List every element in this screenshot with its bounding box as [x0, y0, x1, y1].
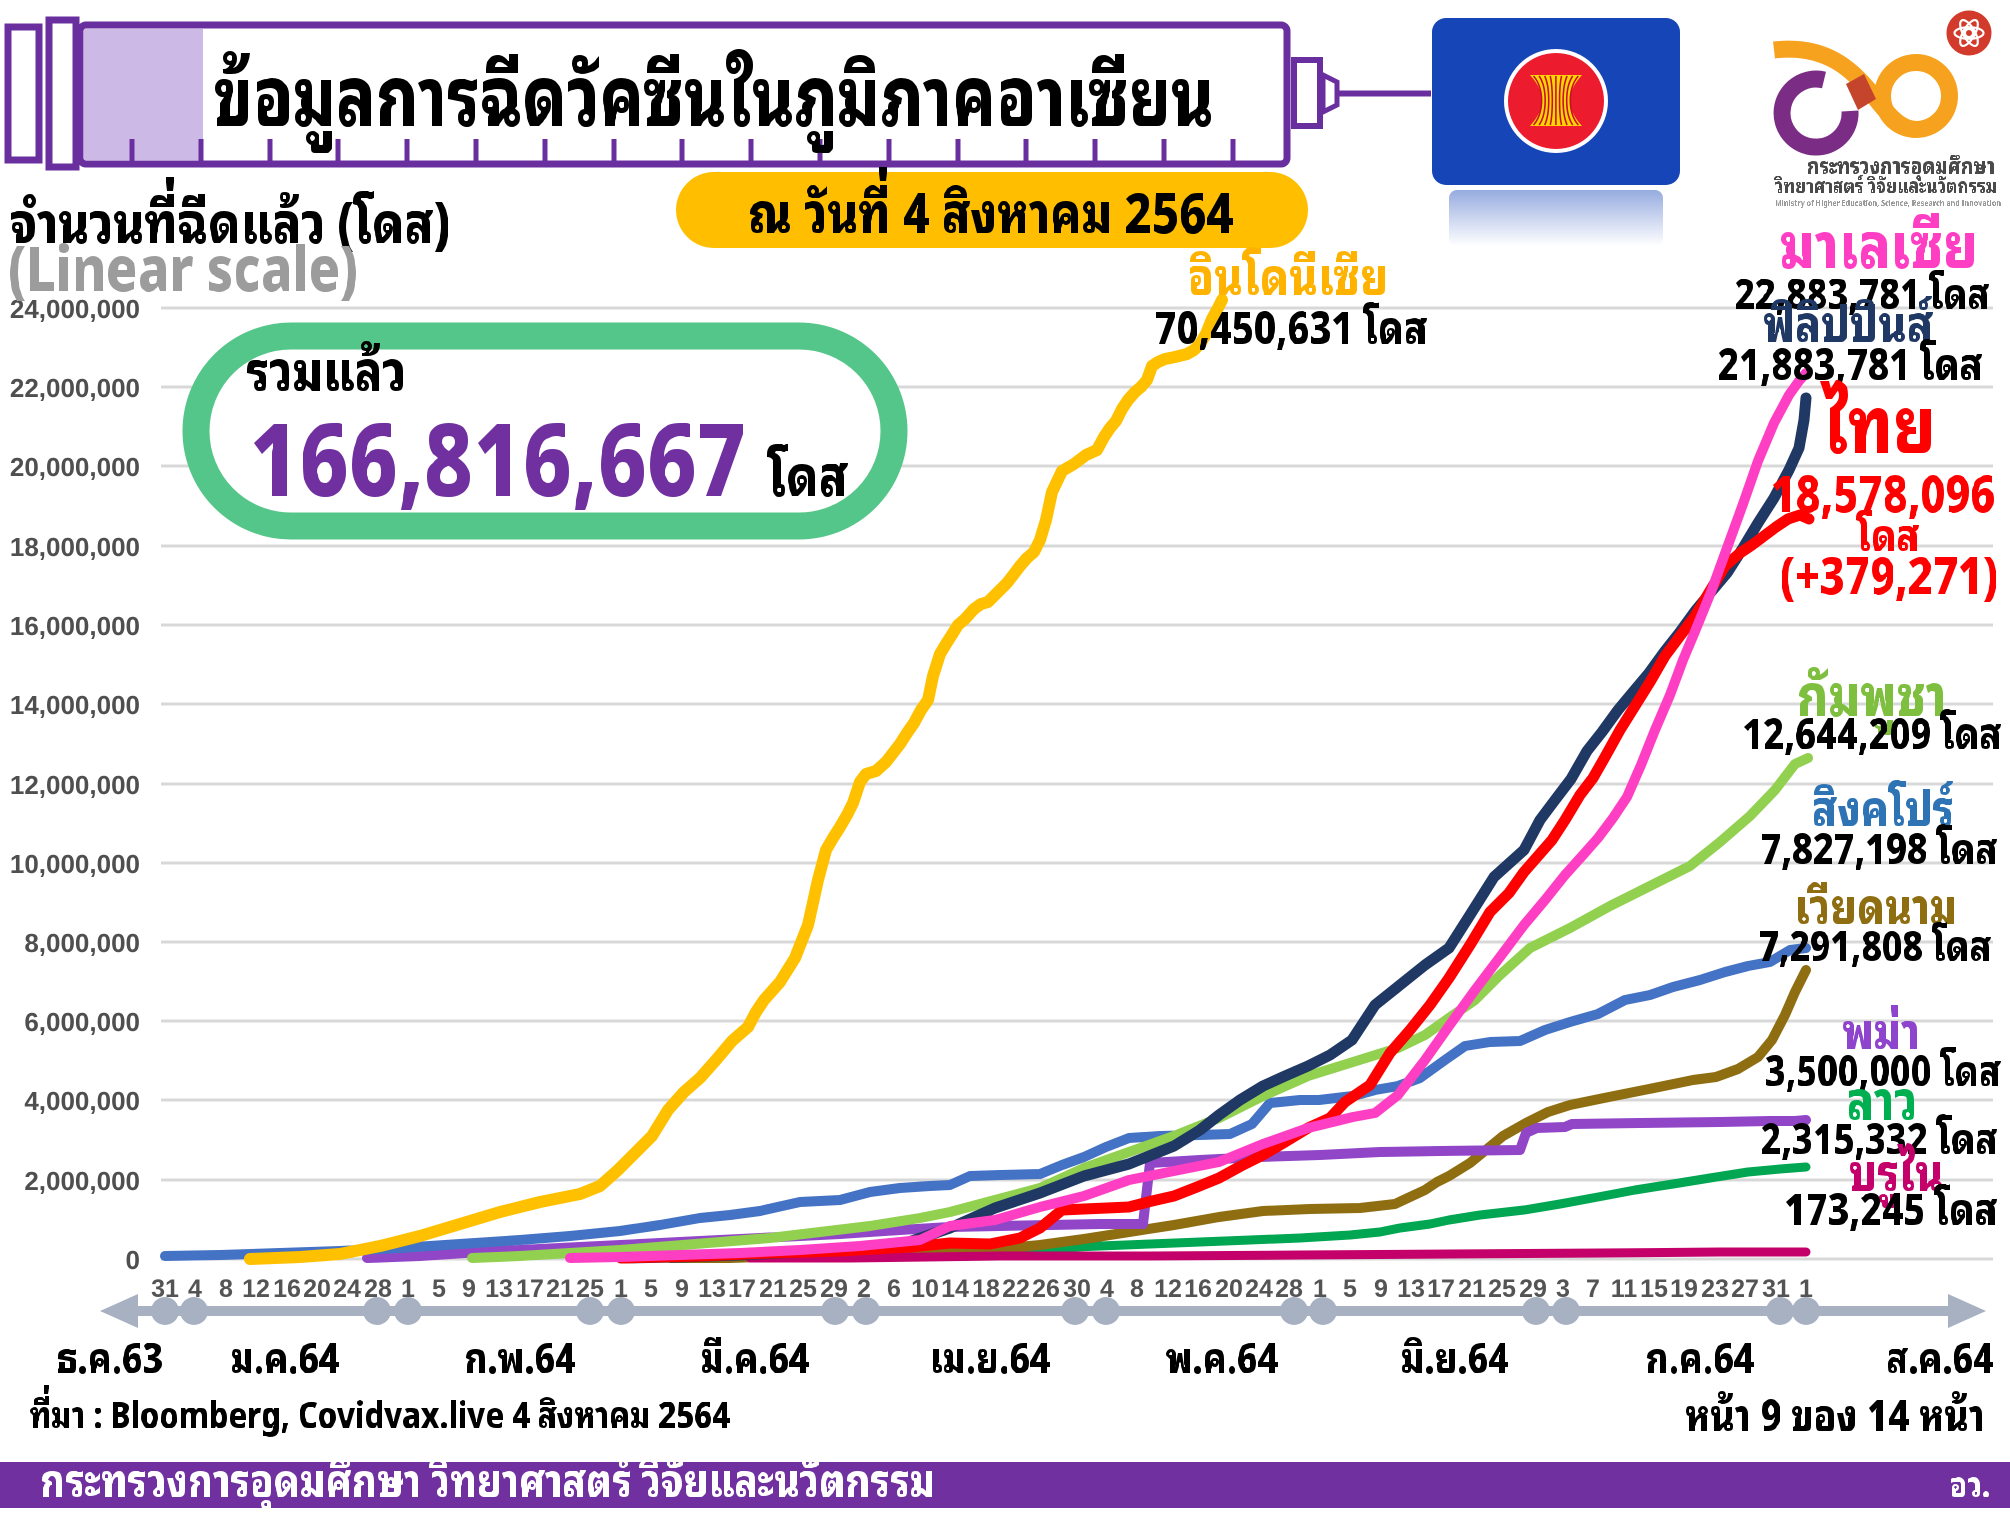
- svg-text:13: 13: [1397, 1275, 1425, 1303]
- svg-text:9: 9: [462, 1275, 476, 1303]
- svg-text:10,000,000: 10,000,000: [10, 849, 140, 879]
- svg-text:27: 27: [1731, 1275, 1759, 1303]
- svg-text:8: 8: [219, 1275, 233, 1303]
- svg-text:8,000,000: 8,000,000: [24, 928, 140, 958]
- svg-text:12: 12: [242, 1275, 270, 1303]
- svg-text:21: 21: [1458, 1275, 1486, 1303]
- svg-text:24: 24: [333, 1275, 361, 1303]
- svg-text:20,000,000: 20,000,000: [10, 452, 140, 482]
- svg-text:22: 22: [1002, 1275, 1030, 1303]
- svg-text:13: 13: [485, 1275, 513, 1303]
- svg-text:20: 20: [303, 1275, 331, 1303]
- svg-text:1: 1: [1799, 1275, 1813, 1303]
- svg-text:1: 1: [1313, 1275, 1327, 1303]
- svg-text:1: 1: [614, 1275, 628, 1303]
- svg-text:22,000,000: 22,000,000: [10, 373, 140, 403]
- svg-text:19: 19: [1670, 1275, 1698, 1303]
- svg-text:5: 5: [1343, 1275, 1357, 1303]
- svg-text:9: 9: [675, 1275, 689, 1303]
- svg-text:12: 12: [1154, 1275, 1182, 1303]
- svg-text:6: 6: [887, 1275, 901, 1303]
- svg-text:3: 3: [1556, 1275, 1570, 1303]
- svg-text:16: 16: [273, 1275, 301, 1303]
- svg-text:11: 11: [1611, 1275, 1638, 1303]
- svg-text:23: 23: [1701, 1275, 1729, 1303]
- svg-text:25: 25: [1488, 1275, 1516, 1303]
- svg-text:16,000,000: 16,000,000: [10, 611, 140, 641]
- svg-text:20: 20: [1215, 1275, 1243, 1303]
- svg-text:24: 24: [1245, 1275, 1273, 1303]
- svg-text:26: 26: [1032, 1275, 1060, 1303]
- svg-text:17: 17: [728, 1275, 756, 1303]
- svg-text:18: 18: [972, 1275, 1000, 1303]
- svg-text:13: 13: [698, 1275, 726, 1303]
- svg-text:8: 8: [1130, 1275, 1144, 1303]
- svg-text:5: 5: [644, 1275, 658, 1303]
- svg-text:18,000,000: 18,000,000: [10, 532, 140, 562]
- svg-text:12,000,000: 12,000,000: [10, 770, 140, 800]
- svg-text:15: 15: [1640, 1275, 1668, 1303]
- svg-text:1: 1: [401, 1275, 415, 1303]
- svg-text:2: 2: [857, 1275, 871, 1303]
- svg-text:2,000,000: 2,000,000: [24, 1166, 140, 1196]
- svg-text:24,000,000: 24,000,000: [10, 294, 140, 324]
- svg-text:14,000,000: 14,000,000: [10, 690, 140, 720]
- svg-text:4: 4: [188, 1275, 202, 1303]
- svg-text:5: 5: [432, 1275, 446, 1303]
- svg-text:14: 14: [941, 1275, 969, 1303]
- svg-text:21: 21: [546, 1275, 574, 1303]
- svg-text:25: 25: [789, 1275, 817, 1303]
- svg-text:21: 21: [759, 1275, 787, 1303]
- svg-text:4,000,000: 4,000,000: [24, 1086, 140, 1116]
- svg-text:7: 7: [1586, 1275, 1600, 1303]
- svg-text:16: 16: [1184, 1275, 1212, 1303]
- svg-text:9: 9: [1374, 1275, 1388, 1303]
- svg-text:17: 17: [516, 1275, 544, 1303]
- svg-text:0: 0: [126, 1245, 140, 1275]
- svg-text:4: 4: [1100, 1275, 1114, 1303]
- svg-text:6,000,000: 6,000,000: [24, 1007, 140, 1037]
- svg-text:10: 10: [911, 1275, 939, 1303]
- svg-text:17: 17: [1427, 1275, 1455, 1303]
